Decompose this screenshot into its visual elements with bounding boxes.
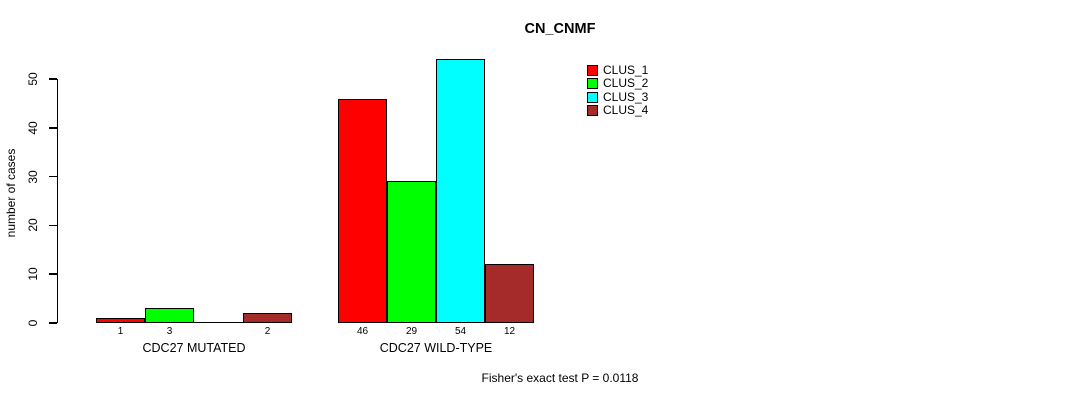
y-axis-tick bbox=[48, 224, 57, 227]
y-axis-tick bbox=[48, 175, 57, 178]
bar bbox=[145, 308, 194, 323]
fisher-test-annotation: Fisher's exact test P = 0.0118 bbox=[481, 371, 639, 385]
legend-item: CLUS_4 bbox=[587, 104, 648, 117]
y-axis-tick-label: 20 bbox=[26, 218, 40, 233]
legend-item-label: CLUS_3 bbox=[603, 89, 649, 104]
y-axis-tick-label: 50 bbox=[26, 72, 40, 86]
bar-value-label: 29 bbox=[405, 326, 418, 337]
y-axis-tick-label: 10 bbox=[26, 267, 40, 281]
legend-item: CLUS_2 bbox=[587, 77, 648, 90]
legend-swatch-icon bbox=[587, 65, 598, 77]
chart-title: CN_CNMF bbox=[524, 21, 596, 37]
bar bbox=[387, 181, 436, 323]
bar-value-label: 46 bbox=[356, 326, 369, 337]
y-axis-line bbox=[56, 79, 58, 323]
group-baseline bbox=[96, 321, 292, 323]
bar bbox=[96, 318, 145, 323]
y-axis-tick bbox=[48, 127, 57, 129]
y-axis-tick bbox=[48, 322, 57, 324]
y-axis-tick bbox=[48, 273, 57, 275]
bar bbox=[485, 264, 534, 323]
bar bbox=[338, 98, 387, 323]
bar-value-label: 1 bbox=[117, 326, 124, 337]
bar-value-label: 2 bbox=[264, 326, 271, 337]
y-axis-tick bbox=[48, 78, 57, 80]
legend-item-label: CLUS_1 bbox=[603, 63, 649, 78]
bar-value-label: 3 bbox=[166, 326, 173, 337]
legend-item-label: CLUS_2 bbox=[603, 76, 649, 91]
bar bbox=[243, 313, 292, 323]
y-axis-tick-label: 40 bbox=[26, 121, 40, 135]
legend: CLUS_1 CLUS_2 CLUS_3 CLUS_4 bbox=[587, 64, 648, 117]
category-label: CDC27 MUTATED bbox=[142, 341, 246, 355]
legend-swatch-icon bbox=[587, 105, 598, 117]
bar-value-label: 12 bbox=[503, 326, 516, 337]
y-axis-label: number of cases bbox=[4, 148, 18, 238]
legend-swatch-icon bbox=[587, 91, 598, 103]
legend-swatch-icon bbox=[587, 78, 598, 90]
category-label: CDC27 WILD-TYPE bbox=[379, 341, 493, 355]
bar bbox=[436, 59, 485, 323]
y-axis-tick-label: 30 bbox=[26, 169, 40, 184]
y-axis-tick-label: 0 bbox=[26, 319, 40, 327]
legend-item: CLUS_3 bbox=[587, 89, 649, 104]
bar-value-label: 54 bbox=[454, 326, 467, 337]
legend-item: CLUS_1 bbox=[587, 64, 648, 77]
legend-item-label: CLUS_4 bbox=[603, 103, 649, 118]
